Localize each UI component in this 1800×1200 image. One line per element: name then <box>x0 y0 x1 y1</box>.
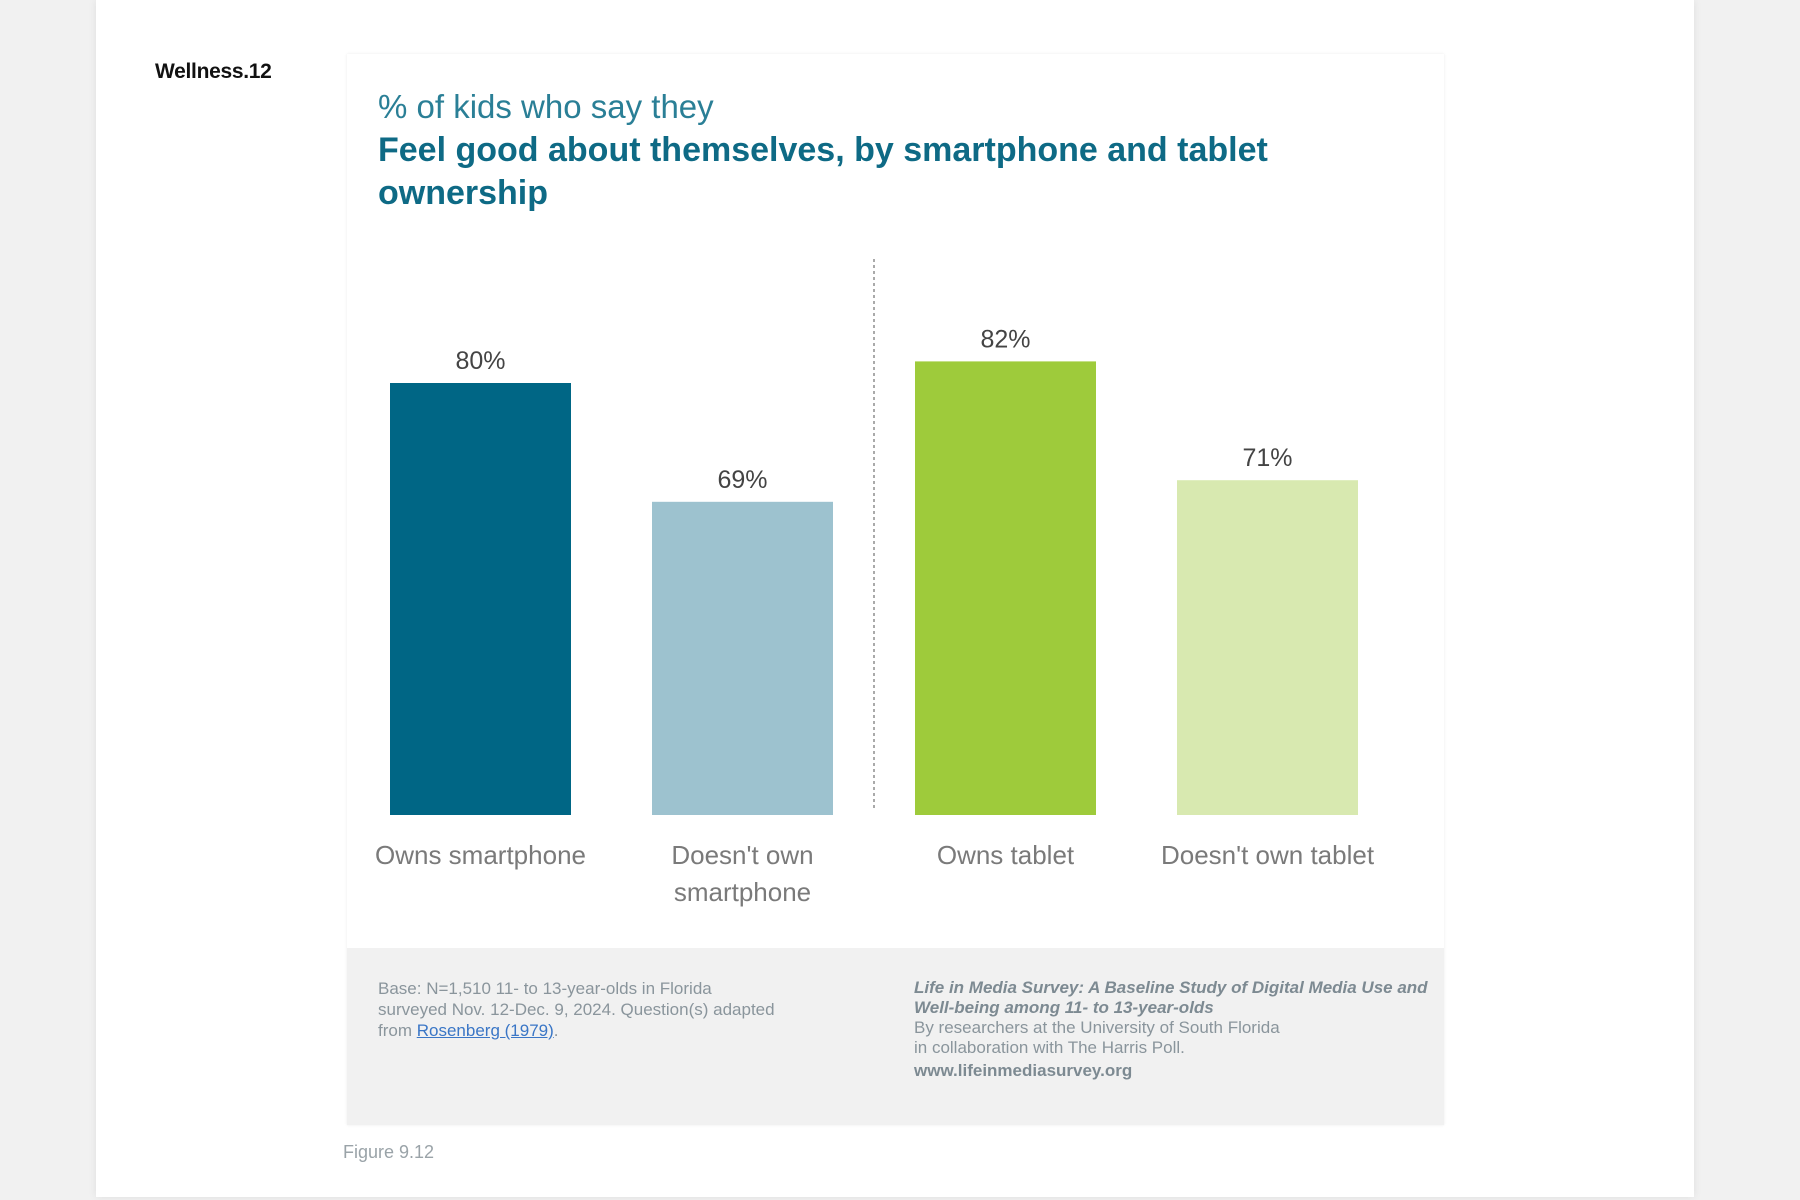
bar-chart: 80% Owns smartphone 69% Doesn't own smartpho… <box>375 259 1375 907</box>
bar <box>1177 480 1358 815</box>
source-note: Life in Media Survey: A Baseline Study o… <box>914 978 1434 1081</box>
value-label: 71% <box>1242 444 1292 472</box>
figure-label: Figure 9.12 <box>343 1142 435 1162</box>
value-label: 69% <box>717 466 767 494</box>
source-line: By researchers at the University of Sout… <box>914 1018 1280 1037</box>
value-label: 82% <box>980 325 1030 353</box>
chart-subtitle: % of kids who say they <box>378 88 714 125</box>
source-title: Life in Media Survey: A Baseline Study o… <box>914 978 1428 1017</box>
bar <box>915 361 1096 815</box>
chart-card: % of kids who say they Feel good about t… <box>347 54 1444 1125</box>
source-url[interactable]: www.lifeinmediasurvey.org <box>914 1061 1133 1080</box>
category-label: smartphone <box>674 877 811 907</box>
bar <box>390 383 571 815</box>
chart-footer: Base: N=1,510 11- to 13-year-olds in Flo… <box>347 948 1444 1125</box>
category-label: Owns tablet <box>937 840 1075 870</box>
chart-title: Feel good about themselves, by smartphon… <box>378 131 1268 212</box>
rosenberg-link[interactable]: Rosenberg (1979) <box>416 1021 554 1040</box>
source-line: in collaboration with The Harris Poll. <box>914 1038 1185 1057</box>
value-label: 80% <box>455 347 505 375</box>
category-label: Doesn't own <box>671 840 813 870</box>
section-tag: Wellness.12 <box>155 60 272 83</box>
base-note: Base: N=1,510 11- to 13-year-olds in Flo… <box>378 979 775 1040</box>
bar <box>652 501 833 815</box>
category-label: Doesn't own tablet <box>1161 840 1375 870</box>
category-label: Owns smartphone <box>375 840 586 870</box>
